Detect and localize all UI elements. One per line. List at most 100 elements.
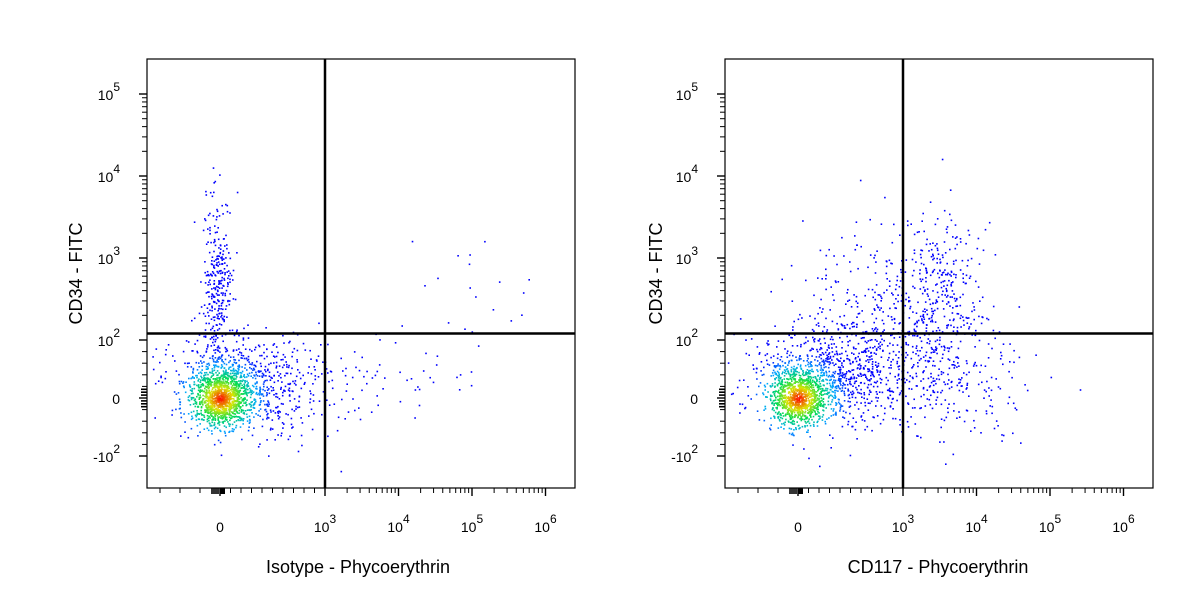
- event-dot: [187, 341, 190, 343]
- event-dot: [243, 402, 245, 404]
- event-dot: [251, 350, 253, 352]
- event-dot: [378, 364, 381, 366]
- event-dot: [246, 380, 248, 383]
- event-dot: [294, 380, 297, 382]
- event-dot: [805, 279, 807, 282]
- event-dot: [824, 420, 826, 423]
- event-dot: [810, 384, 813, 386]
- event-dot: [239, 426, 242, 428]
- event-dot: [241, 357, 243, 359]
- event-dot: [851, 377, 853, 380]
- event-dot: [784, 348, 786, 350]
- event-dot: [952, 453, 955, 456]
- event-dot: [921, 319, 923, 322]
- event-dot: [807, 340, 809, 342]
- event-dot: [917, 354, 920, 357]
- event-dot: [205, 371, 208, 374]
- event-dot: [794, 416, 796, 418]
- event-dot: [218, 358, 220, 360]
- event-dot: [838, 368, 841, 371]
- event-dot: [899, 280, 902, 282]
- event-dot: [950, 324, 952, 327]
- event-dot: [803, 402, 806, 405]
- event-dot: [775, 390, 778, 393]
- event-dot: [285, 413, 287, 415]
- event-dot: [794, 390, 796, 393]
- event-dot: [913, 233, 916, 236]
- event-dot: [872, 385, 875, 388]
- event-dot: [255, 391, 258, 394]
- event-dot: [807, 361, 810, 364]
- event-dot: [826, 358, 829, 361]
- event-dot: [939, 262, 942, 264]
- event-dot: [233, 404, 235, 406]
- event-dot: [204, 336, 207, 338]
- event-dot: [209, 407, 212, 409]
- event-dot: [209, 212, 211, 215]
- event-dot: [913, 330, 916, 332]
- event-dot: [832, 384, 834, 386]
- event-dot: [208, 419, 210, 422]
- event-dot: [953, 360, 955, 363]
- event-dot: [963, 324, 965, 326]
- event-dot: [900, 271, 903, 274]
- event-dot: [841, 387, 844, 389]
- event-dot: [790, 366, 793, 369]
- event-dot: [789, 418, 792, 421]
- event-dot: [826, 418, 828, 420]
- event-dot: [201, 389, 204, 392]
- event-dot: [943, 241, 946, 243]
- event-dot: [832, 437, 834, 439]
- event-dot: [248, 415, 251, 418]
- event-dot: [199, 391, 201, 394]
- event-dot: [781, 372, 783, 375]
- event-dot: [867, 409, 870, 411]
- event-dot: [800, 343, 802, 346]
- event-dot: [220, 302, 223, 305]
- event-dot: [805, 397, 807, 400]
- event-dot: [220, 282, 222, 285]
- event-dot: [230, 375, 232, 378]
- event-dot: [837, 366, 840, 368]
- event-dot: [226, 381, 228, 383]
- event-dot: [817, 388, 820, 391]
- event-dot: [969, 275, 972, 278]
- event-dot: [233, 361, 236, 364]
- event-dot: [225, 407, 228, 410]
- event-dot: [228, 375, 230, 377]
- event-dot: [228, 275, 230, 277]
- event-dot: [221, 365, 224, 368]
- event-dot: [188, 362, 190, 364]
- event-dot: [820, 391, 822, 394]
- event-dot: [243, 399, 245, 401]
- event-dot: [204, 409, 206, 411]
- event-dot: [256, 360, 258, 363]
- event-dot: [952, 236, 954, 238]
- event-dot: [810, 361, 813, 363]
- event-dot: [936, 243, 938, 245]
- event-dot: [261, 376, 264, 378]
- event-dot: [243, 413, 246, 415]
- event-dot: [824, 403, 826, 406]
- event-dot: [211, 305, 213, 308]
- event-dot: [905, 395, 907, 398]
- event-dot: [344, 374, 347, 377]
- event-dot: [201, 400, 204, 402]
- event-dot: [863, 336, 865, 339]
- event-dot: [267, 405, 270, 407]
- event-dot: [1035, 354, 1037, 356]
- event-dot: [766, 359, 768, 362]
- event-dot: [208, 281, 210, 283]
- event-dot: [776, 408, 778, 410]
- event-dot: [229, 408, 232, 411]
- event-dot: [864, 331, 867, 333]
- event-dot: [235, 378, 237, 380]
- event-dot: [206, 414, 209, 417]
- event-dot: [248, 426, 250, 428]
- event-dot: [333, 403, 336, 405]
- event-dot: [960, 326, 962, 328]
- event-dot: [825, 278, 827, 280]
- event-dot: [806, 388, 808, 391]
- event-dot: [843, 417, 846, 419]
- event-dot: [949, 189, 952, 191]
